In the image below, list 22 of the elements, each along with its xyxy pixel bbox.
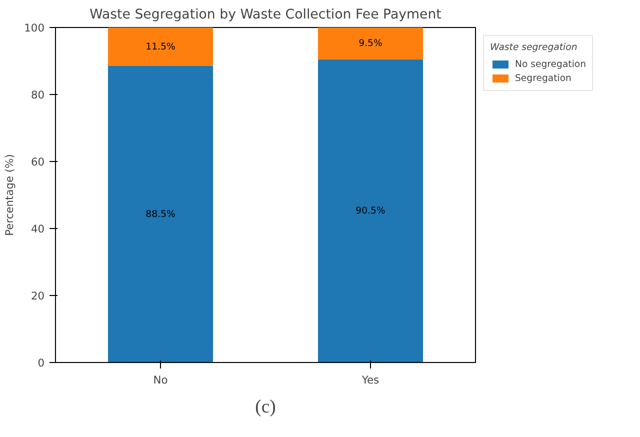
legend-label: No segregation [515,58,586,70]
y-tick-label: 40 [30,222,45,236]
y-tick-label: 100 [24,22,45,34]
bar [108,28,213,66]
data-label: 90.5% [356,205,386,216]
bar [318,59,423,362]
bar [318,28,423,60]
data-label: 88.5% [146,208,176,220]
legend-title: Waste segregation [490,42,578,53]
text: (c) [255,396,276,418]
x-tick-label: Yes [360,374,380,386]
chart-title: Waste Segregation by Waste Collection Fee Payment [90,8,442,22]
bar [108,66,213,362]
y-tick-label: 60 [30,156,45,168]
x-tick-label: No [153,374,168,386]
legend-label: Segregation [515,72,572,84]
y-tick-label: 80 [30,88,45,102]
data-label: 11.5% [146,41,176,52]
y-tick-label: 20 [30,290,45,302]
data-label: 9.5% [358,38,382,49]
y-tick-label: 0 [38,356,45,370]
y-axis-title: Percentage (%) [3,154,16,236]
